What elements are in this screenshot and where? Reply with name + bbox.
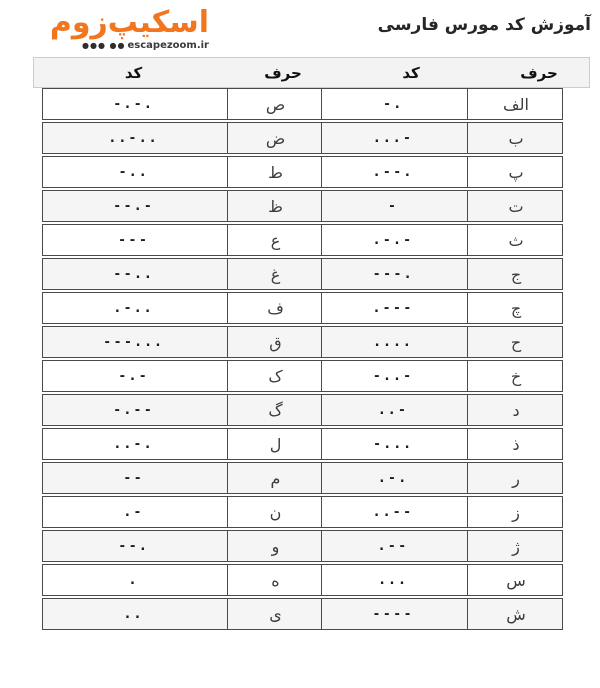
table-row: -.-- گ ..- د [42, 394, 563, 426]
morse-code-cell: .- [42, 496, 228, 528]
letter-cell: ص [228, 88, 322, 120]
letter-cell: ح [468, 326, 563, 358]
morse-code-cell: . [42, 564, 228, 596]
letter-cell: خ [468, 360, 563, 392]
letter-cell: ط [228, 156, 322, 188]
letter-cell: ل [228, 428, 322, 460]
table-row: . ه ... س [42, 564, 563, 596]
table-row: -- م .-. ر [42, 462, 563, 494]
morse-code-cell: --- [42, 224, 228, 256]
morse-code-cell: .... [322, 326, 468, 358]
column-header-code-left: کد [124, 63, 143, 82]
letter-cell: س [468, 564, 563, 596]
morse-code-cell: -. [322, 88, 468, 120]
morse-code-cell: .--- [322, 292, 468, 324]
morse-code-cell: ..-.. [42, 122, 228, 154]
morse-code-cell: -.-. [42, 88, 228, 120]
page-title: آموزش کد مورس فارسی [377, 15, 591, 35]
letter-cell: ع [228, 224, 322, 256]
table-row: ---... ق .... ح [42, 326, 563, 358]
letter-cell: ض [228, 122, 322, 154]
morse-code-cell: ..-. [42, 428, 228, 460]
letter-cell: ش [468, 598, 563, 630]
column-header-letter-left: حرف [264, 63, 302, 82]
morse-code-cell: --. [42, 530, 228, 562]
table-row: -.-. ص -. الف [42, 88, 563, 120]
brand-logo: اسکیپ‌زوم ●●● ●● escapezoom.ir [14, 4, 209, 51]
table-row: --.. غ ---. ج [42, 258, 563, 290]
letter-cell: ن [228, 496, 322, 528]
letter-cell: ت [468, 190, 563, 222]
morse-code-cell: - [322, 190, 468, 222]
morse-code-cell: -.. [42, 156, 228, 188]
morse-code-cell: --.- [42, 190, 228, 222]
letter-cell: ه [228, 564, 322, 596]
letter-cell: چ [468, 292, 563, 324]
letter-cell: ق [228, 326, 322, 358]
letter-cell: ب [468, 122, 563, 154]
letter-cell: ذ [468, 428, 563, 460]
table-row: --. و .-- ژ [42, 530, 563, 562]
table-row: --- ع .-.- ث [42, 224, 563, 256]
letter-cell: ز [468, 496, 563, 528]
brand-domain-line: ●●● ●● escapezoom.ir [82, 40, 209, 51]
morse-code-cell: -.-- [42, 394, 228, 426]
morse-code-cell: ..- [322, 394, 468, 426]
letter-cell: پ [468, 156, 563, 188]
letter-cell: و [228, 530, 322, 562]
letter-cell: د [468, 394, 563, 426]
table-row: .. ی ---- ش [42, 598, 563, 630]
letter-cell: م [228, 462, 322, 494]
letter-cell: ث [468, 224, 563, 256]
morse-code-cell: ...- [322, 122, 468, 154]
brand-wordmark: اسکیپ‌زوم [49, 5, 209, 40]
letter-cell: ف [228, 292, 322, 324]
morse-code-cell: -... [322, 428, 468, 460]
morse-code-cell: ---. [322, 258, 468, 290]
letter-cell: الف [468, 88, 563, 120]
table-row: --.- ظ - ت [42, 190, 563, 222]
letter-cell: ژ [468, 530, 563, 562]
morse-code-cell: .-- [322, 530, 468, 562]
table-row: -.. ط .--. پ [42, 156, 563, 188]
column-header-code-right: کد [402, 63, 420, 82]
brand-domain: escapezoom.ir [127, 40, 210, 51]
morse-code-cell: .. [42, 598, 228, 630]
table-row: -.- ک -..- خ [42, 360, 563, 392]
table-row: .-.. ف .--- چ [42, 292, 563, 324]
letter-cell: ی [228, 598, 322, 630]
morse-code-cell: .-.. [42, 292, 228, 324]
column-header-letter-right: حرف [520, 63, 558, 82]
table-row: .- ن ..-- ز [42, 496, 563, 528]
letter-cell: گ [228, 394, 322, 426]
logo-dots-icon: ●●● ●● [82, 41, 126, 50]
table-row: ..-.. ض ...- ب [42, 122, 563, 154]
morse-code-cell: ..-- [322, 496, 468, 528]
letter-cell: ر [468, 462, 563, 494]
table-header-row: کد حرف کد حرف [33, 57, 590, 88]
morse-code-cell: -- [42, 462, 228, 494]
morse-code-cell: ---- [322, 598, 468, 630]
letter-cell: ظ [228, 190, 322, 222]
morse-code-table: -.-. ص -. الف ..-.. ض ...- ب -.. ط .--. … [42, 86, 563, 632]
letter-cell: غ [228, 258, 322, 290]
morse-table-body: -.-. ص -. الف ..-.. ض ...- ب -.. ط .--. … [42, 88, 563, 630]
morse-code-cell: .-.- [322, 224, 468, 256]
morse-code-cell: ---... [42, 326, 228, 358]
morse-code-cell: .-. [322, 462, 468, 494]
morse-code-cell: --.. [42, 258, 228, 290]
letter-cell: ک [228, 360, 322, 392]
morse-code-cell: -..- [322, 360, 468, 392]
morse-code-cell: ... [322, 564, 468, 596]
morse-code-cell: .--. [322, 156, 468, 188]
morse-code-cell: -.- [42, 360, 228, 392]
letter-cell: ج [468, 258, 563, 290]
table-row: ..-. ل -... ذ [42, 428, 563, 460]
